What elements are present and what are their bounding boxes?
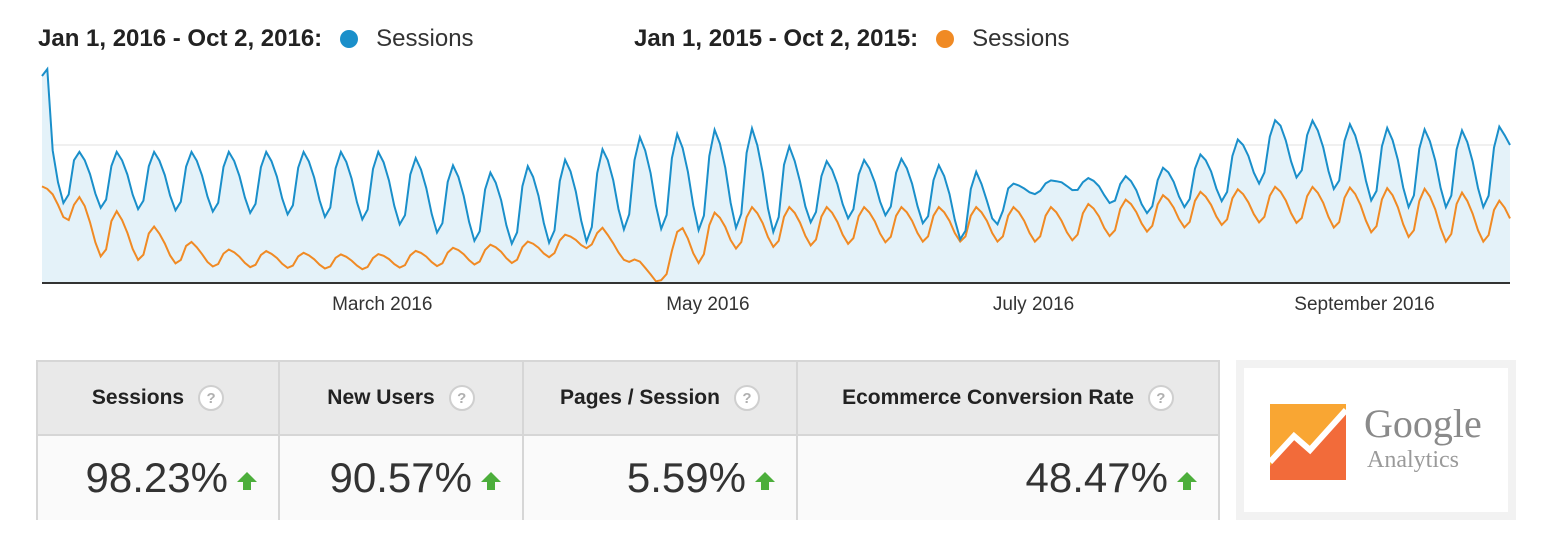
help-icon[interactable]: ? [733,385,760,411]
metric-header: Sessions ? [38,362,278,436]
help-icon[interactable]: ? [448,385,475,411]
metric-body: 90.57% [280,436,522,520]
metrics-scorecard: Sessions ? 98.23% New Users ? 90.57% Pag… [36,360,1220,520]
metric-label: New Users [327,386,435,409]
metric-new-users[interactable]: New Users ? 90.57% [280,362,524,520]
logo-line1: Google [1364,401,1482,446]
current-sessions-area [42,69,1510,283]
logo-line2: Analytics [1367,447,1459,473]
up-arrow-icon [481,472,501,490]
metric-label: Pages / Session [560,386,720,409]
metric-header: Pages / Session ? [524,362,796,436]
series-line-previous-sessions[interactable] [41,185,1511,283]
x-tick-label: May 2016 [666,294,749,315]
analytics-logo-icon [1270,404,1346,480]
metric-body: 98.23% [38,436,278,520]
metric-label: Ecommerce Conversion Rate [842,386,1134,409]
metric-body: 5.59% [524,436,796,520]
metric-value: 98.23% [85,454,228,501]
logo-wordmark: Google Analytics [1364,401,1482,473]
up-arrow-icon [1177,472,1197,490]
metric-pages-per-session[interactable]: Pages / Session ? 5.59% [524,362,798,520]
metric-sessions[interactable]: Sessions ? 98.23% [38,362,280,520]
x-tick-label: July 2016 [993,294,1074,315]
metric-ecommerce-conversion-rate[interactable]: Ecommerce Conversion Rate ? 48.47% [798,362,1218,520]
up-arrow-icon [237,472,257,490]
metric-value: 48.47% [1025,454,1168,501]
x-tick-label: September 2016 [1294,294,1435,315]
google-analytics-logo: Google Analytics [1236,360,1516,520]
legend-current-period[interactable]: Jan 1, 2016 - Oct 2, 2016: Sessions [38,22,474,56]
x-tick-label: March 2016 [332,294,432,315]
up-arrow-icon [755,472,775,490]
legend-current-series: Sessions [376,25,474,52]
metric-value: 5.59% [626,454,746,501]
help-icon[interactable]: ? [198,385,225,411]
series-line-current-sessions[interactable] [41,66,1511,247]
legend-current-dot [340,30,359,48]
legend-previous-range: Jan 1, 2015 - Oct 2, 2015: [634,25,919,52]
legend-previous-series: Sessions [972,25,1070,52]
metric-header: Ecommerce Conversion Rate ? [798,362,1218,436]
chart-legend: Jan 1, 2016 - Oct 2, 2016: Sessions Jan … [38,22,1138,56]
help-icon[interactable]: ? [1147,385,1174,411]
metric-value: 90.57% [329,454,472,501]
legend-current-range: Jan 1, 2016 - Oct 2, 2016: [38,25,323,52]
legend-previous-dot [936,30,955,48]
metric-header: New Users ? [280,362,522,436]
legend-previous-period[interactable]: Jan 1, 2015 - Oct 2, 2015: Sessions [634,22,1070,56]
metric-body: 48.47% [798,436,1218,520]
sessions-line-chart[interactable]: March 2016 May 2016 July 2016 September 201… [0,60,1550,330]
logo-panel: Google Analytics [1244,368,1508,512]
metric-label: Sessions [91,386,185,409]
